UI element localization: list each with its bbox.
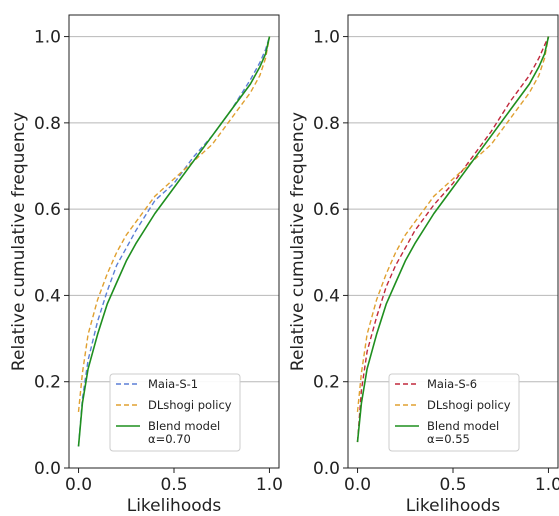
- series-line-2: [77, 36, 271, 412]
- series-line-3: [77, 36, 271, 447]
- y-tick-label: 0.6: [34, 200, 61, 220]
- y-axis-label: Relative cumulative frequency: [9, 112, 29, 371]
- legend-label: Maia-S-6: [427, 377, 477, 391]
- legend-box: [388, 373, 520, 452]
- legend-label: Maia-S-1: [148, 377, 198, 391]
- y-tick-label: 0.8: [34, 114, 61, 134]
- series-line-2: [356, 36, 550, 412]
- legend-label: α=0.55: [427, 432, 470, 446]
- series-line-1: [77, 36, 271, 447]
- series-line-3: [356, 36, 550, 443]
- x-tick-label: 0.5: [439, 475, 466, 495]
- y-tick-label: 0.4: [313, 286, 340, 306]
- x-tick-label: 0.5: [160, 475, 187, 495]
- y-tick-label: 0.8: [313, 114, 340, 134]
- x-tick-label: 0.0: [65, 475, 92, 495]
- series-line-1: [356, 36, 550, 443]
- x-tick-label: 1.0: [256, 475, 283, 495]
- y-tick-label: 0.0: [34, 459, 61, 479]
- x-axis-label: Likelihoods: [127, 496, 222, 516]
- y-tick-label: 0.2: [34, 373, 61, 393]
- legend-label: α=0.70: [148, 432, 191, 446]
- x-axis-label: Likelihoods: [406, 496, 501, 516]
- legend-label: DLshogi policy: [427, 398, 511, 412]
- legend-label: Blend model: [427, 419, 499, 433]
- y-tick-label: 0.6: [313, 200, 340, 220]
- y-tick-label: 0.2: [313, 373, 340, 393]
- y-tick-label: 1.0: [34, 28, 61, 48]
- chart-panel-1: 0.0 0.2 0.4 0.6 0.8 1.0 0.0 0.5 1.0 Likelihoods Re…: [9, 14, 283, 516]
- legend-box: [109, 373, 241, 452]
- legend-label: DLshogi policy: [148, 398, 232, 412]
- legend-label: Blend model: [148, 419, 220, 433]
- y-tick-label: 0.0: [313, 459, 340, 479]
- y-tick-label: 1.0: [313, 28, 340, 48]
- chart-panel-2: 0.0 0.2 0.4 0.6 0.8 1.0 0.0 0.5 1.0 Likelihoods Re…: [288, 14, 559, 516]
- x-tick-label: 1.0: [535, 475, 559, 495]
- y-axis-label: Relative cumulative frequency: [288, 112, 308, 371]
- x-tick-label: 0.0: [344, 475, 371, 495]
- y-tick-label: 0.4: [34, 286, 61, 306]
